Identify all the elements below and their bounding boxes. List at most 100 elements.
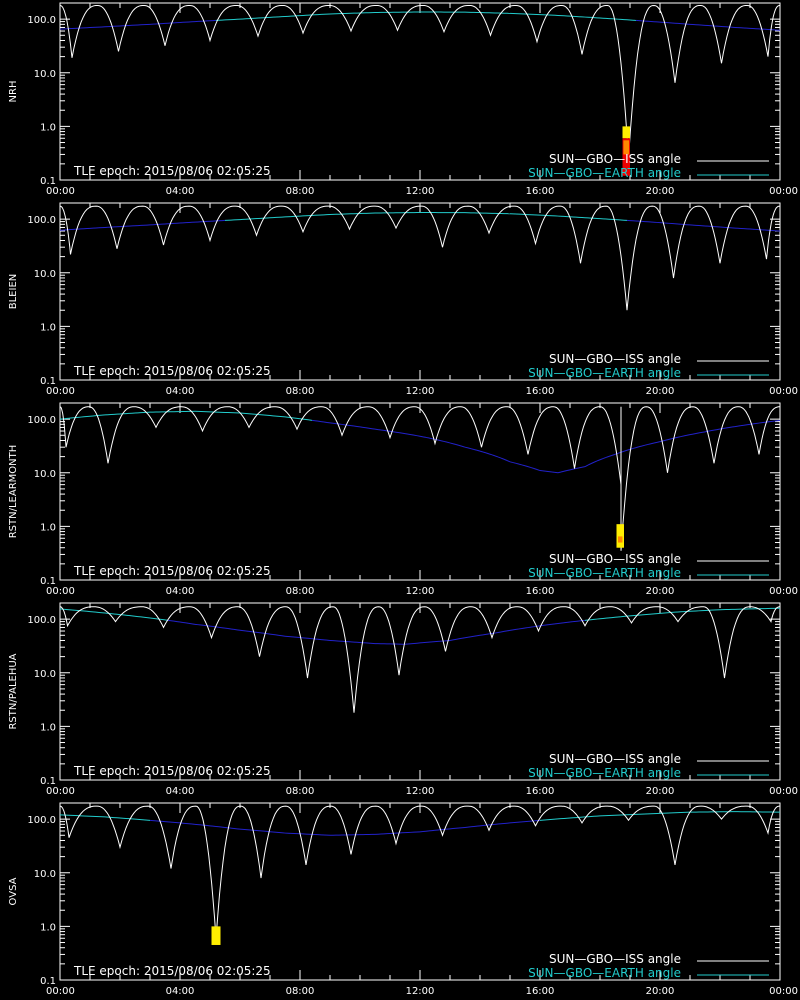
earth-angle-segment	[650, 442, 655, 445]
x-tick-label: 04:00	[166, 386, 195, 397]
earth-angle-segment	[419, 435, 424, 438]
y-tick-label: 100.0	[27, 615, 56, 626]
transit-bar	[616, 524, 624, 548]
x-tick-label: 04:00	[166, 186, 195, 197]
earth-angle-segment	[482, 451, 487, 454]
transit-bar	[211, 926, 221, 945]
x-tick-label: 16:00	[526, 186, 555, 197]
earth-angle-segment	[587, 463, 592, 466]
panel-nrh: 100.010.01.00.100:00 04:00 08:00 12:00 16:00…	[8, 2, 798, 197]
earth-angle-segment	[557, 471, 562, 474]
earth-angle-segment	[494, 455, 499, 458]
station-label: NRH	[8, 81, 19, 103]
earth-angle-segment	[497, 631, 502, 633]
y-tick-label: 1.0	[40, 922, 56, 933]
transit-bar	[622, 126, 630, 139]
epoch-text: TLE epoch: 2015/08/06 02:05:25	[73, 564, 271, 578]
y-tick-label: 0.1	[40, 376, 56, 387]
earth-angle-segment	[596, 459, 601, 462]
y-tick-label: 1.0	[40, 122, 56, 133]
earth-angle-segment	[611, 453, 616, 456]
y-tick-label: 10.0	[34, 469, 56, 480]
transit-bar	[623, 140, 630, 155]
x-tick-label: 00:00	[46, 586, 75, 597]
earth-angle-segment	[686, 434, 691, 436]
legend-label: SUN—GBO—EARTH angle	[528, 166, 681, 180]
earth-angle-segment	[461, 637, 466, 639]
earth-angle-segment	[692, 432, 697, 435]
earth-angle-segment	[608, 454, 613, 457]
earth-angle-segment	[638, 445, 643, 448]
y-tick-label: 1.0	[40, 322, 56, 333]
earth-angle-segment	[410, 434, 415, 436]
earth-angle-segment	[413, 434, 418, 437]
transit-bar	[618, 536, 623, 543]
earth-angle-segment	[479, 450, 484, 453]
earth-angle-segment	[635, 446, 640, 449]
earth-angle-segment	[722, 427, 727, 430]
earth-angle-segment	[641, 444, 646, 447]
x-tick-label: 00:00	[769, 386, 798, 397]
legend-label: SUN—GBO—ISS angle	[549, 552, 681, 566]
x-tick-label: 12:00	[406, 786, 435, 797]
station-label: OVSA	[8, 877, 19, 905]
earth-angle-segment	[467, 636, 472, 638]
epoch-text: TLE epoch: 2015/08/06 02:05:25	[73, 164, 271, 178]
earth-angle-segment	[656, 441, 661, 443]
earth-angle-segment	[602, 456, 607, 460]
earth-angle-segment	[707, 430, 712, 432]
earth-angle-segment	[458, 444, 463, 447]
earth-angle-segment	[674, 436, 679, 439]
earth-angle-segment	[593, 460, 598, 463]
y-tick-label: 100.0	[27, 15, 56, 26]
y-tick-label: 1.0	[40, 522, 56, 533]
earth-angle-segment	[518, 463, 523, 466]
x-tick-label: 20:00	[646, 986, 675, 997]
x-tick-label: 00:00	[46, 786, 75, 797]
panel-rstn-learmonth: 100.010.01.00.100:00 04:00 08:00 12:00 16:00…	[8, 402, 798, 597]
earth-angle-segment	[440, 440, 445, 442]
earth-angle-segment	[572, 468, 577, 470]
earth-angle-segment	[476, 449, 481, 452]
y-tick-label: 10.0	[34, 669, 56, 680]
earth-angle-segment	[515, 462, 520, 465]
earth-angle-segment	[626, 448, 631, 451]
x-tick-label: 16:00	[526, 786, 555, 797]
earth-angle-segment	[578, 466, 583, 469]
earth-angle-segment	[695, 432, 700, 434]
earth-angle-segment	[428, 437, 433, 440]
x-tick-label: 16:00	[526, 986, 555, 997]
earth-angle-segment	[503, 458, 508, 461]
earth-angle-segment	[563, 470, 568, 472]
earth-angle-segment	[530, 467, 535, 469]
earth-angle-segment	[689, 433, 694, 436]
earth-angle-segment	[683, 434, 688, 437]
earth-angle-segment	[452, 638, 457, 641]
x-tick-label: 08:00	[286, 586, 315, 597]
legend-label: SUN—GBO—ISS angle	[549, 352, 681, 366]
iss-angle-line	[60, 805, 780, 939]
earth-angle-segment	[506, 629, 511, 632]
x-tick-label: 00:00	[769, 986, 798, 997]
earth-angle-segment	[407, 433, 412, 436]
earth-angle-segment	[485, 452, 490, 455]
y-tick-label: 100.0	[27, 415, 56, 426]
epoch-text: TLE epoch: 2015/08/06 02:05:25	[73, 764, 271, 778]
earth-angle-segment	[446, 441, 451, 444]
earth-angle-segment	[605, 455, 610, 458]
x-tick-label: 16:00	[526, 386, 555, 397]
earth-angle-segment	[644, 443, 649, 446]
earth-angle-segment	[506, 460, 511, 463]
x-tick-label: 04:00	[166, 786, 195, 797]
earth-angle-segment	[662, 439, 667, 442]
x-tick-label: 16:00	[526, 586, 555, 597]
iss-angle-line	[60, 406, 780, 551]
x-tick-label: 20:00	[646, 786, 675, 797]
y-tick-label: 1.0	[40, 722, 56, 733]
y-tick-label: 100.0	[27, 815, 56, 826]
y-tick-label: 100.0	[27, 215, 56, 226]
earth-angle-segment	[503, 630, 508, 632]
earth-angle-segment	[458, 637, 463, 640]
y-tick-label: 0.1	[40, 976, 56, 987]
